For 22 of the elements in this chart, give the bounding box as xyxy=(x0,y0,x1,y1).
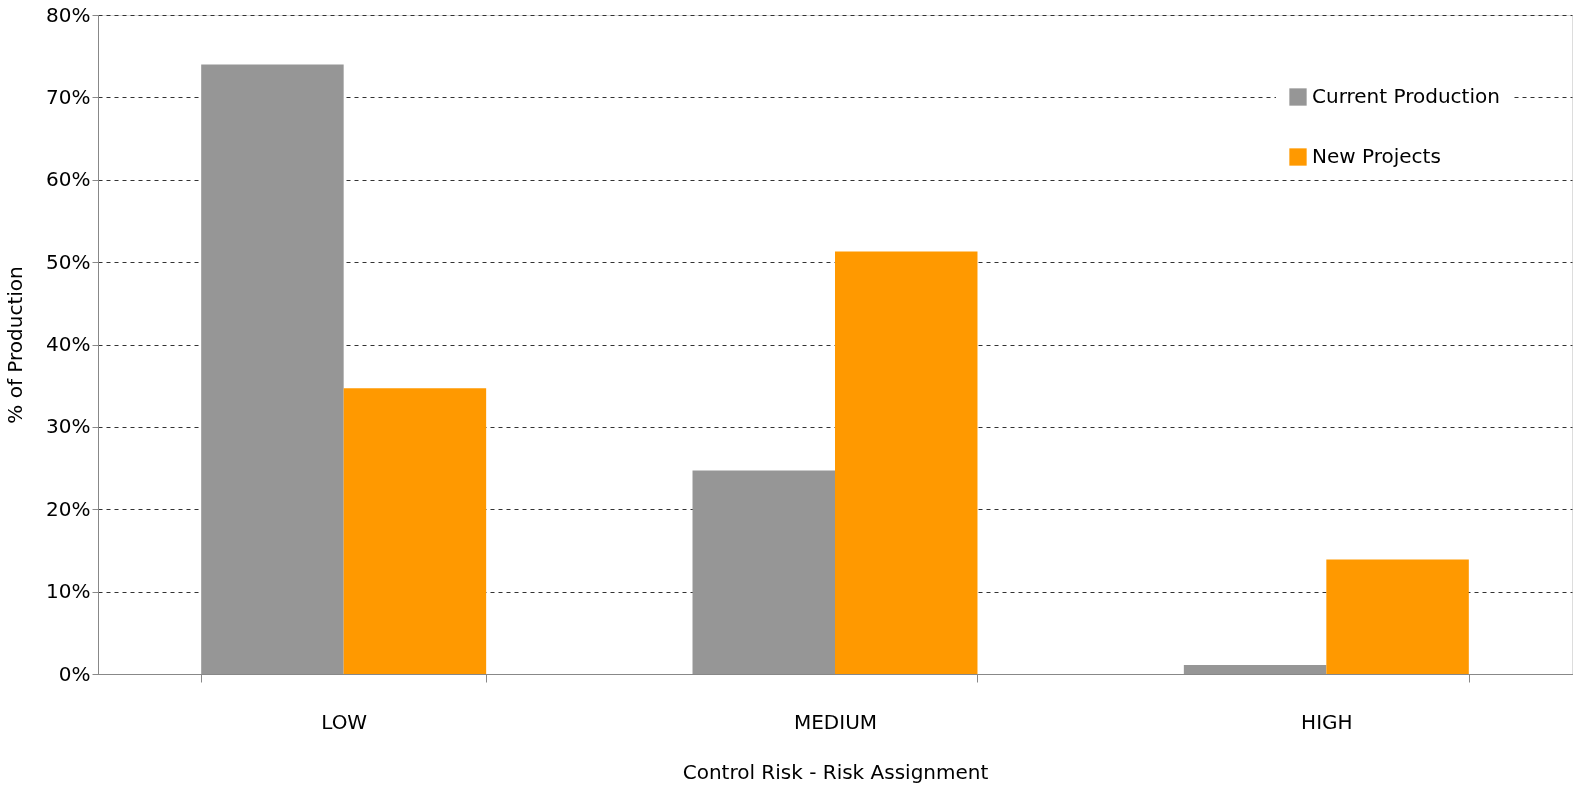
x-tick-label: LOW xyxy=(321,709,368,734)
bar xyxy=(835,251,978,674)
bar xyxy=(343,388,487,674)
y-tick-label: 30% xyxy=(46,414,91,439)
bar xyxy=(201,64,344,674)
y-axis-title: % of Production xyxy=(3,266,28,424)
y-tick-label: 10% xyxy=(46,579,91,604)
y-tick-label: 0% xyxy=(58,661,91,686)
y-tick-label: 40% xyxy=(46,332,91,356)
bar xyxy=(1326,559,1469,674)
bar xyxy=(692,470,835,674)
bar xyxy=(1183,664,1327,674)
legend-label: New Projects xyxy=(1312,144,1441,168)
y-tick-label: 20% xyxy=(46,496,91,521)
legend-label: Current Production xyxy=(1312,84,1500,108)
x-tick-label: MEDIUM xyxy=(793,709,878,734)
x-axis-title: Control Risk - Risk Assignment xyxy=(682,759,989,784)
y-tick-label: 70% xyxy=(46,84,91,109)
y-tick-label: 50% xyxy=(46,249,91,274)
y-tick-label: 60% xyxy=(46,167,91,192)
x-tick-label: HIGH xyxy=(1301,709,1353,734)
y-tick-label: 80% xyxy=(46,2,91,27)
